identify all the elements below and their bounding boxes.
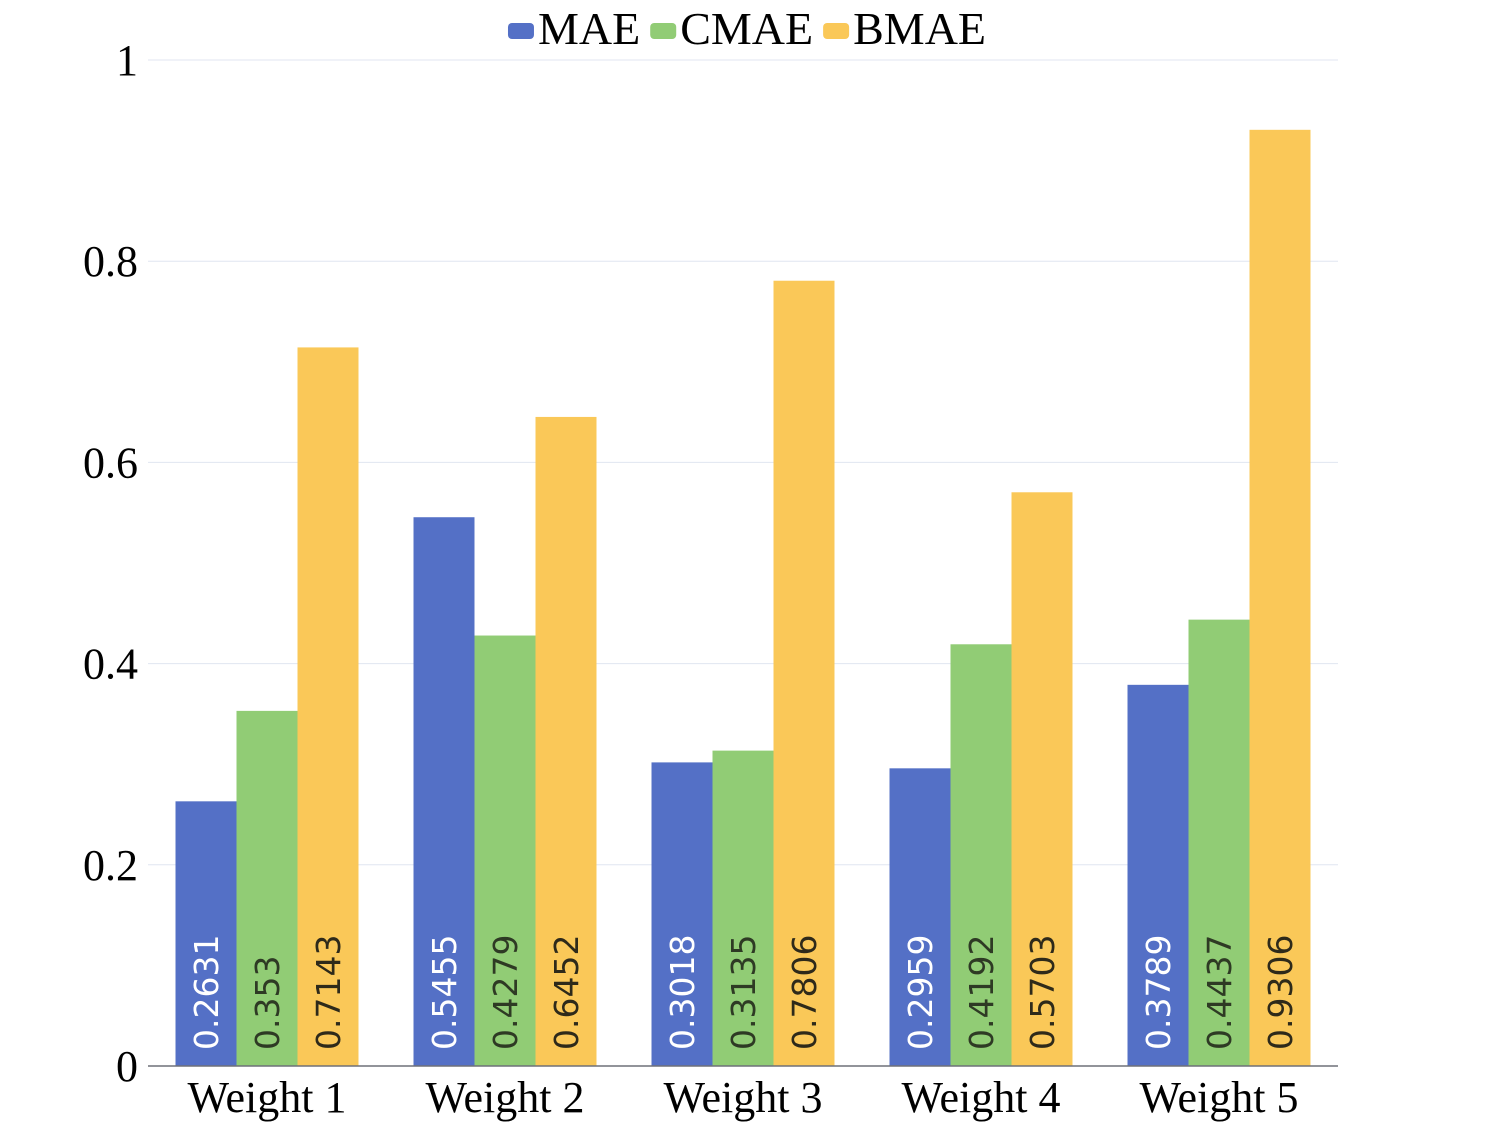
y-tick-label: 0.2 [83,841,138,890]
x-category-label: Weight 4 [902,1073,1061,1122]
legend-swatch [650,23,677,39]
data-label-mae-1: 0.2631 [187,935,226,1050]
bar-cmae-2[interactable] [474,635,536,1066]
y-axis-ticks: 0 0.2 0.4 0.6 0.8 1 [83,36,138,1091]
bar-mae-4[interactable] [889,768,951,1066]
bar-bmae-4[interactable] [1011,492,1073,1066]
y-tick-label: 1 [116,36,138,85]
x-category-label: Weight 3 [664,1073,823,1122]
legend-item-mae[interactable]: MAE [507,3,640,54]
data-label-bmae-1: 0.7143 [309,935,348,1050]
data-label-cmae-5: 0.4437 [1200,935,1239,1050]
data-label-cmae-1: 0.353 [248,956,287,1050]
bar-cmae-5[interactable] [1188,619,1250,1066]
data-label-mae-3: 0.3018 [663,935,702,1050]
legend-label: CMAE [680,3,813,54]
bar-mae-2[interactable] [413,517,475,1066]
bar-cmae-1[interactable] [236,710,298,1066]
x-category-label: Weight 5 [1140,1073,1299,1122]
bar-bmae-5[interactable] [1249,129,1311,1066]
data-labels: 0.2631 0.353 0.7143 0.5455 0.4279 0.6452 0.301… [187,935,1300,1050]
legend-swatch [823,23,850,39]
y-tick-label: 0.6 [83,438,138,487]
legend-label: BMAE [853,3,986,54]
data-label-mae-4: 0.2959 [901,935,940,1050]
bar-bmae-2[interactable] [535,416,597,1066]
data-label-cmae-3: 0.3135 [724,935,763,1050]
legend-label: MAE [538,3,640,54]
bar-mae-5[interactable] [1127,684,1189,1066]
legend[interactable]: MAE CMAE BMAE [507,3,986,54]
bar-mae-3[interactable] [651,762,713,1066]
legend-item-bmae[interactable]: BMAE [823,3,986,54]
bar-cmae-4[interactable] [950,644,1012,1066]
legend-item-cmae[interactable]: CMAE [650,3,813,54]
y-tick-label: 0.8 [83,237,138,286]
bar-bmae-3[interactable] [773,280,835,1066]
legend-swatch [507,23,534,39]
x-category-label: Weight 1 [188,1073,347,1122]
bar-bmae-1[interactable] [297,347,359,1067]
data-label-bmae-2: 0.6452 [547,935,586,1050]
data-label-bmae-3: 0.7806 [785,935,824,1050]
bar-cmae-3[interactable] [712,750,774,1066]
data-label-bmae-5: 0.9306 [1261,935,1300,1050]
y-tick-label: 0.4 [83,640,138,689]
data-label-cmae-4: 0.4192 [962,935,1001,1050]
data-label-cmae-2: 0.4279 [486,935,525,1050]
bars [175,129,1311,1067]
x-axis-category-labels: Weight 1 Weight 2 Weight 3 Weight 4 Weight 5 [188,1073,1299,1122]
x-category-label: Weight 2 [426,1073,585,1122]
data-label-mae-5: 0.3789 [1139,935,1178,1050]
data-label-mae-2: 0.5455 [425,935,464,1050]
data-label-bmae-4: 0.5703 [1023,935,1062,1050]
y-tick-label: 0 [116,1042,138,1091]
bar-mae-1[interactable] [175,801,237,1066]
